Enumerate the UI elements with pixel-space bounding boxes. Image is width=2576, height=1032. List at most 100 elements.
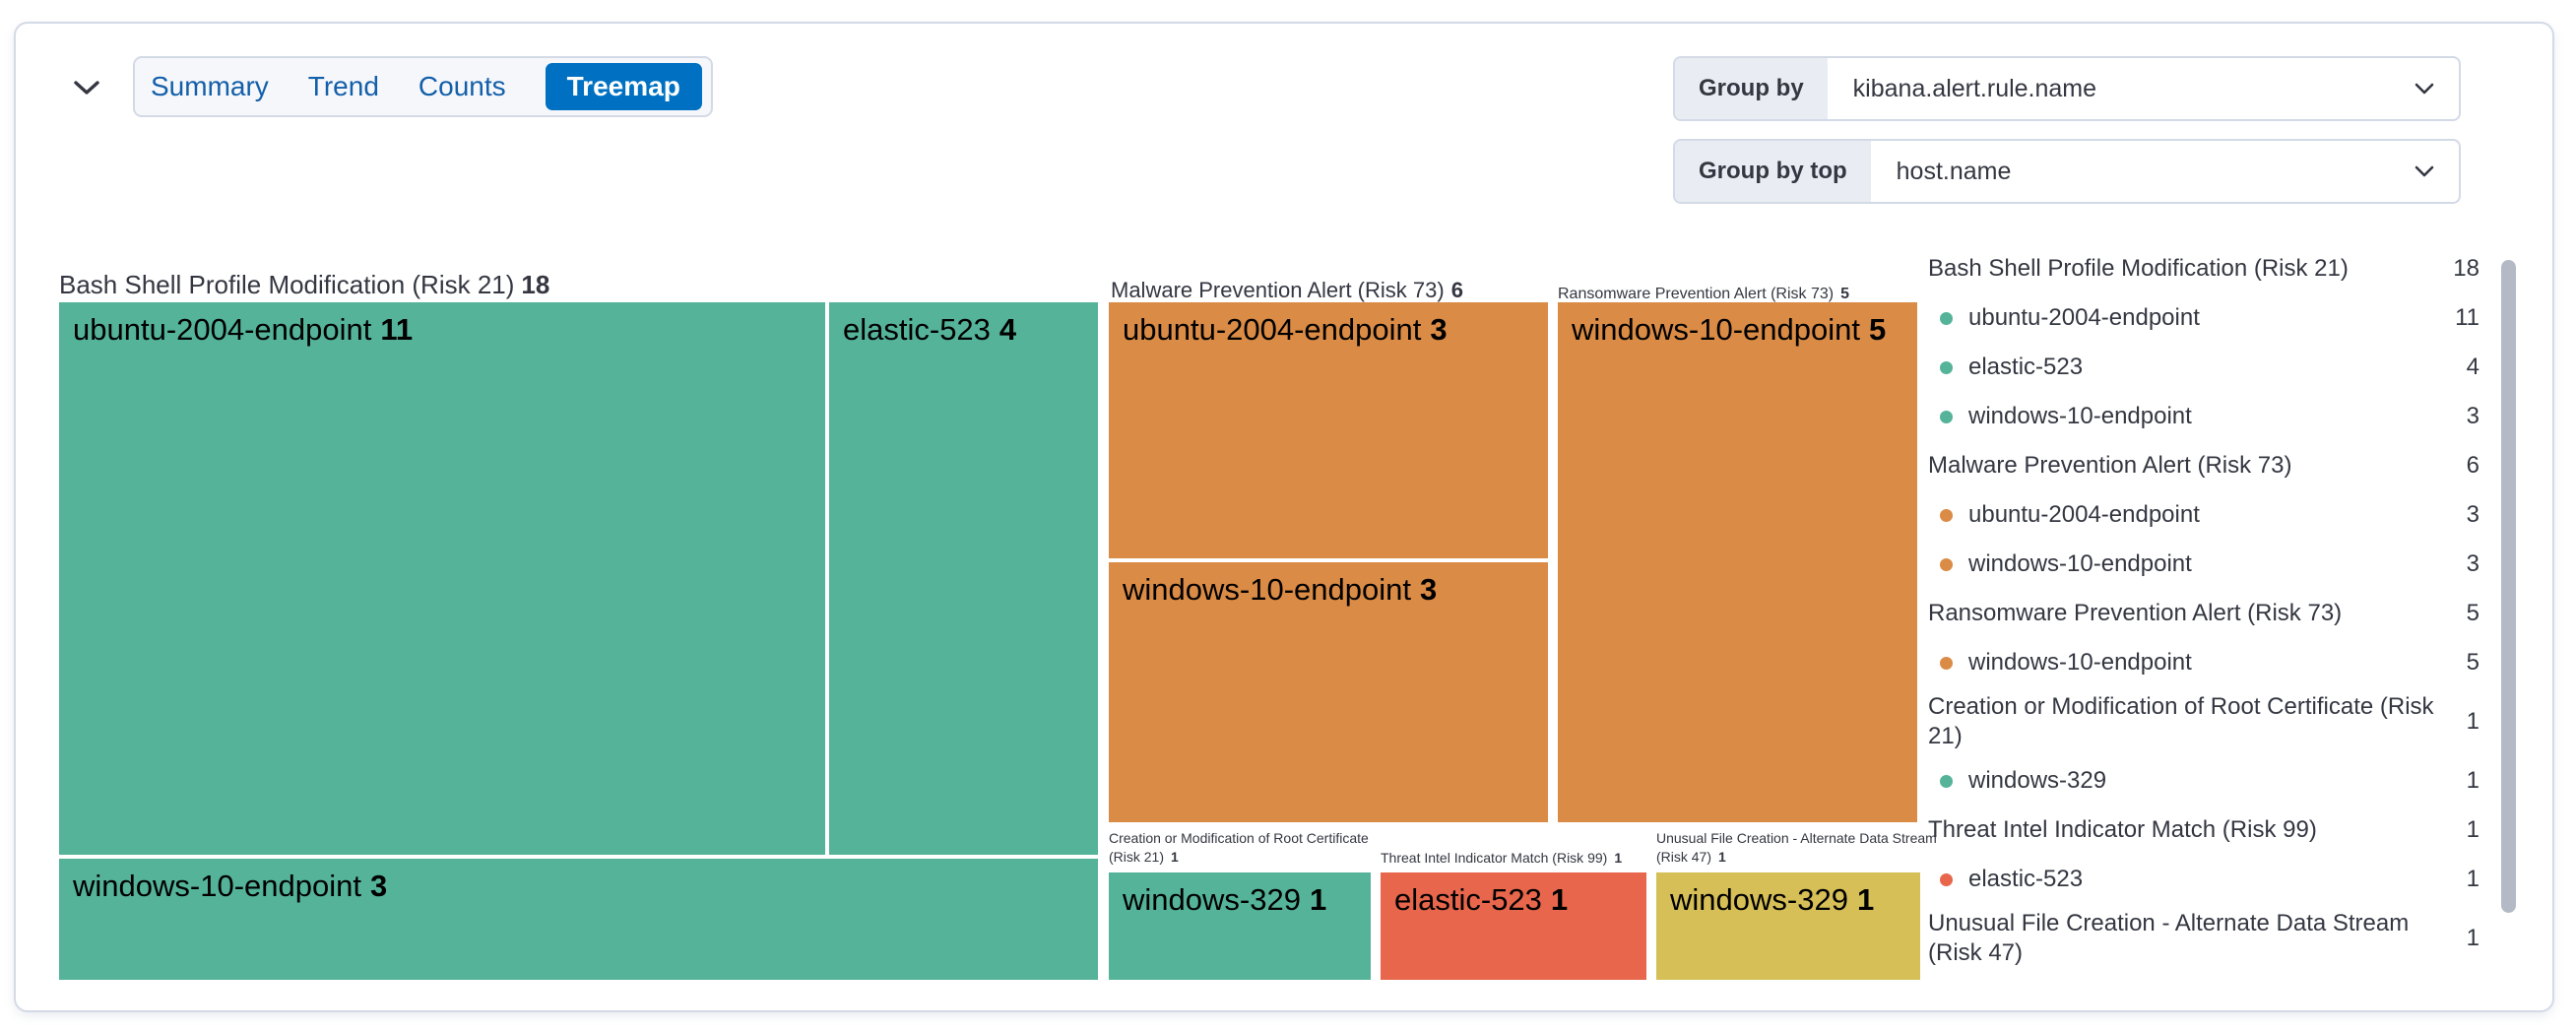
legend-label: windows-329 [1968,767,2107,794]
tab-counts[interactable]: Counts [418,71,506,101]
legend-label: Bash Shell Profile Modification (Risk 21… [1928,255,2349,282]
legend-label: elastic-523 [1968,866,2084,892]
group-name: Creation or Modification of Root Certifi… [1109,830,1369,865]
group-name: Unusual File Creation - Alternate Data S… [1656,830,1937,865]
legend-title-row[interactable]: Ransomware Prevention Alert (Risk 73) 5 [1928,589,2479,638]
group-count: 1 [1718,849,1726,865]
group-count: 18 [521,270,550,299]
legend-value: 1 [2466,708,2479,735]
tile-host-name: windows-329 [1123,882,1301,917]
tile-label: ubuntu-2004-endpoint 3 [1123,312,1448,348]
group-count: 1 [1171,849,1179,865]
tab-summary[interactable]: Summary [151,71,269,101]
tile-label: elastic-523 4 [843,312,1016,348]
legend-value: 4 [2466,354,2479,380]
legend-title-row[interactable]: Creation or Modification of Root Certifi… [1928,687,2479,756]
group-by-value: kibana.alert.rule.name [1852,74,2097,102]
legend-item-row[interactable]: elastic-523 4 [1928,343,2479,392]
tile-label: windows-10-endpoint 3 [1123,572,1437,608]
group-by-label: Group by [1675,58,1828,119]
treemap-group-label: Bash Shell Profile Modification (Risk 21… [59,270,549,300]
tile-host-name: windows-329 [1670,882,1848,917]
legend-color-dot [1940,656,1953,670]
treemap-group-label: Ransomware Prevention Alert (Risk 73) 5 [1558,286,1849,303]
legend-label: windows-10-endpoint [1968,403,2192,429]
view-tabs: Summary Trend Counts Treemap [133,56,713,117]
legend-title-row[interactable]: Unusual File Creation - Alternate Data S… [1928,904,2479,973]
legend-label: Threat Intel Indicator Match (Risk 99) [1928,816,2317,843]
group-name: Bash Shell Profile Modification (Risk 21… [59,270,515,299]
legend-item-row[interactable]: windows-329 1 [1928,756,2479,806]
chevron-down-icon [2414,58,2459,119]
tile-label: windows-329 1 [1670,882,1874,918]
legend-label: Ransomware Prevention Alert (Risk 73) [1928,600,2343,626]
tile-label: windows-10-endpoint 5 [1572,312,1886,348]
group-count: 5 [1840,286,1850,302]
legend-value: 1 [2466,925,2479,951]
legend-item-row[interactable]: elastic-523 1 [1928,855,2479,904]
group-name: Threat Intel Indicator Match (Risk 99) [1381,850,1608,866]
legend-value: 1 [2466,767,2479,794]
tile-count: 5 [1868,312,1887,347]
group-by-select[interactable]: Group by kibana.alert.rule.name [1673,56,2461,121]
tile-count: 4 [998,312,1017,347]
tile-label: windows-10-endpoint 3 [73,869,387,904]
legend-label: Creation or Modification of Root Certifi… [1928,693,2434,749]
treemap-tile[interactable]: windows-10-endpoint 5 [1558,302,1917,822]
treemap-group-label: Malware Prevention Alert (Risk 73) 6 [1111,278,1463,303]
tab-trend[interactable]: Trend [307,71,379,101]
chevron-down-icon [2414,141,2459,202]
group-count: 1 [1614,850,1623,866]
treemap-group-label: Unusual File Creation - Alternate Data S… [1656,829,1937,867]
group-by-top-select[interactable]: Group by top host.name [1673,139,2461,204]
legend-item-row[interactable]: ubuntu-2004-endpoint 3 [1928,490,2479,540]
legend-label: Unusual File Creation - Alternate Data S… [1928,910,2410,966]
legend-value: 6 [2466,452,2479,479]
group-by-top-label: Group by top [1675,141,1871,202]
legend-label: Malware Prevention Alert (Risk 73) [1928,452,2292,479]
alerts-visualization-panel: Summary Trend Counts Treemap Group by ki… [14,22,2554,1012]
treemap-tile[interactable]: windows-10-endpoint 3 [59,859,1098,980]
legend-item-row[interactable]: windows-10-endpoint 3 [1928,392,2479,441]
legend-color-dot [1940,508,1953,522]
legend-color-dot [1940,872,1953,886]
legend-color-dot [1940,360,1953,374]
chevron-down-icon [72,78,101,100]
legend-color-dot [1940,557,1953,571]
legend-item-row[interactable]: windows-10-endpoint 3 [1928,540,2479,589]
treemap-tile[interactable]: windows-329 1 [1656,872,1920,980]
legend-value: 3 [2466,501,2479,528]
tile-count: 1 [1309,882,1327,917]
legend-color-dot [1940,311,1953,325]
tile-host-name: ubuntu-2004-endpoint [73,312,372,347]
treemap-tile[interactable]: windows-329 1 [1109,872,1371,980]
tile-host-name: elastic-523 [843,312,991,347]
tile-host-name: elastic-523 [1394,882,1542,917]
legend-label: windows-10-endpoint [1968,649,2192,676]
tile-count: 1 [1856,882,1875,917]
legend-item-row[interactable]: windows-10-endpoint 5 [1928,638,2479,687]
treemap-tile[interactable]: elastic-523 1 [1381,872,1646,980]
tile-count: 1 [1550,882,1569,917]
tile-count: 3 [1419,572,1438,607]
legend-item-row[interactable]: ubuntu-2004-endpoint 11 [1928,293,2479,343]
collapse-panel-button[interactable] [59,65,114,112]
legend-label: ubuntu-2004-endpoint [1968,501,2200,528]
tile-label: windows-329 1 [1123,882,1326,918]
tab-treemap[interactable]: Treemap [545,63,702,110]
treemap-tile[interactable]: ubuntu-2004-endpoint 3 [1109,302,1548,558]
group-count: 6 [1450,278,1463,302]
tile-count: 3 [369,869,388,903]
legend-title-row[interactable]: Malware Prevention Alert (Risk 73) 6 [1928,441,2479,490]
treemap-tile[interactable]: elastic-523 4 [829,302,1098,855]
treemap-tile[interactable]: windows-10-endpoint 3 [1109,562,1548,822]
legend-title-row[interactable]: Bash Shell Profile Modification (Risk 21… [1928,244,2479,293]
treemap-tile[interactable]: ubuntu-2004-endpoint 11 [59,302,825,855]
legend-title-row[interactable]: Threat Intel Indicator Match (Risk 99) 1 [1928,806,2479,855]
legend-value: 3 [2466,403,2479,429]
legend-value: 18 [2453,255,2479,282]
legend-scrollbar-thumb[interactable] [2501,260,2516,913]
tile-label: elastic-523 1 [1394,882,1568,918]
tile-label: ubuntu-2004-endpoint 11 [73,312,413,348]
tile-host-name: ubuntu-2004-endpoint [1123,312,1422,347]
